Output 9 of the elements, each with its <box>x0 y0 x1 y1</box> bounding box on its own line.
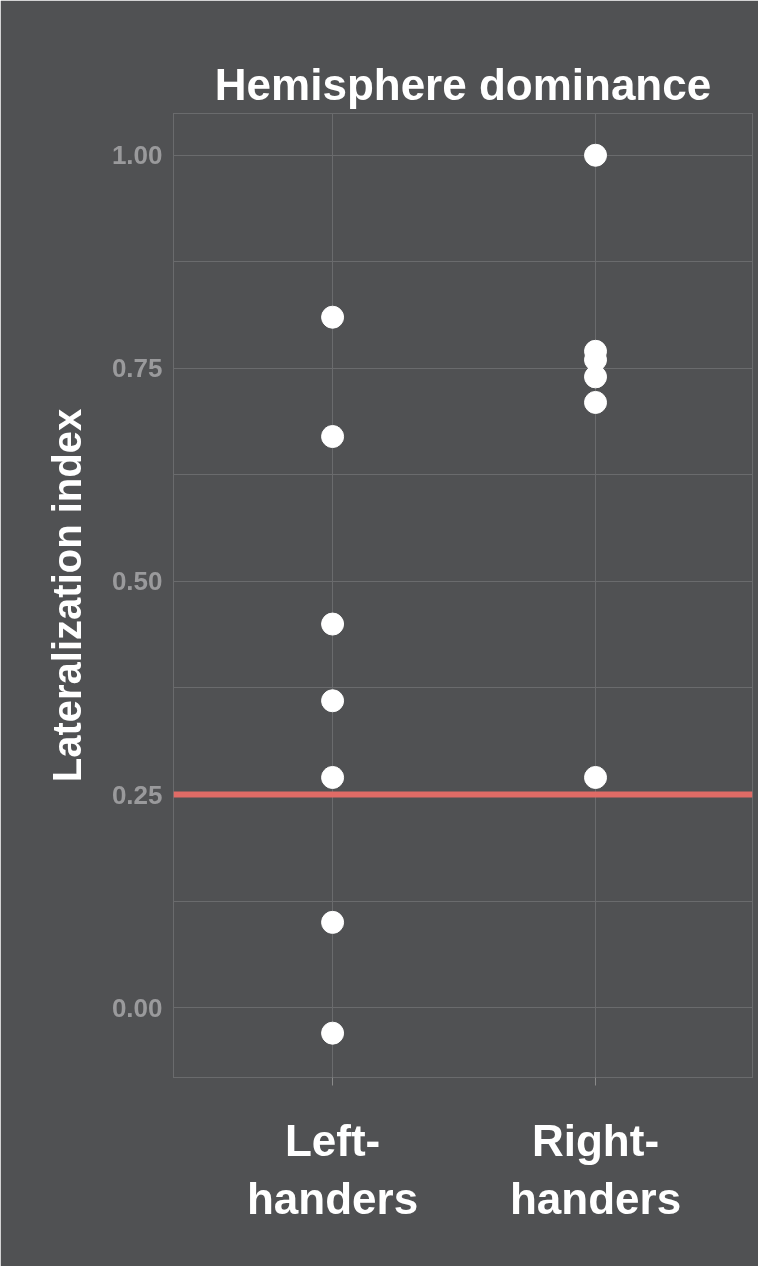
x-tick-label: Left-handers <box>247 1115 419 1224</box>
y-tick-label: 0.75 <box>111 353 163 384</box>
y-axis-title: Lateralization index <box>44 408 89 783</box>
y-tick-label: 0.50 <box>111 566 163 597</box>
y-tick-label: 0.00 <box>111 992 163 1023</box>
chart-title: Hemisphere dominance <box>214 59 712 109</box>
y-tick-label: 1.00 <box>111 140 163 171</box>
x-tick-label: Right-handers <box>509 1115 682 1224</box>
y-tick-label: 0.25 <box>111 779 163 810</box>
